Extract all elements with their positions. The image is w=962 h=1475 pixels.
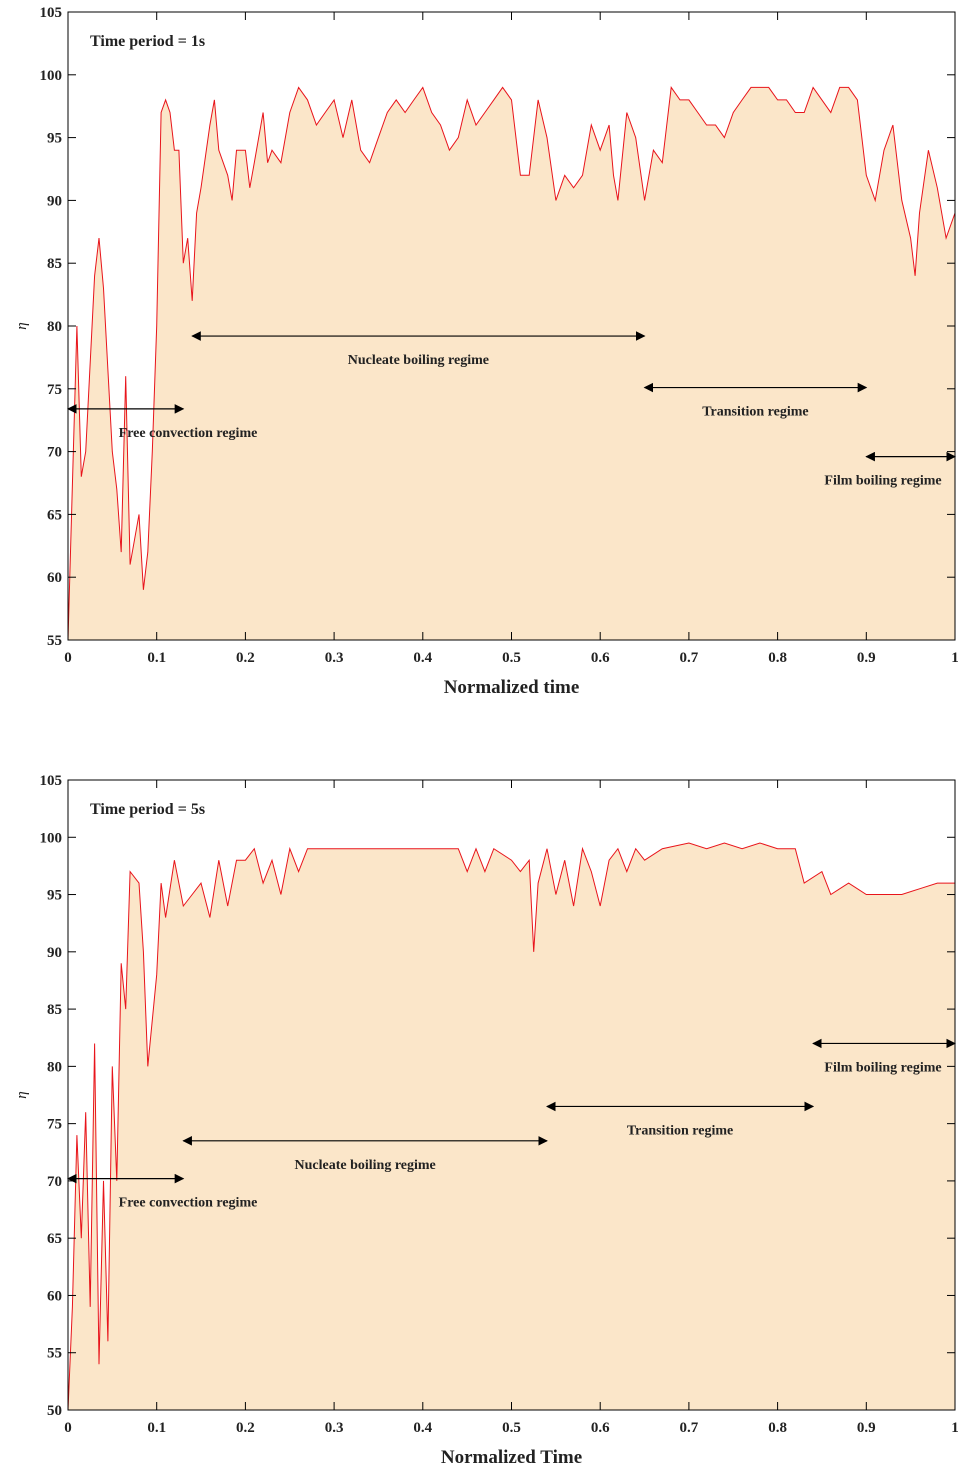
annotation-label: Film boiling regime [824,474,941,489]
y-tick-label: 105 [40,5,63,21]
y-axis-label: η [14,1091,30,1098]
area-fill [68,87,955,640]
y-tick-label: 80 [47,319,62,335]
y-tick-label: 50 [47,1403,62,1419]
y-axis-label: η [14,322,30,329]
x-tick-label: 0.6 [591,650,610,666]
y-tick-label: 75 [47,1117,62,1133]
y-tick-label: 90 [47,945,62,961]
panel-label: Time period = 5s [90,801,205,818]
y-tick-label: 100 [40,68,63,84]
x-tick-label: 0.9 [857,650,876,666]
y-tick-label: 70 [47,1174,62,1190]
x-tick-label: 0.1 [147,650,166,666]
x-tick-label: 1 [951,1420,959,1436]
y-tick-label: 100 [40,830,63,846]
y-tick-label: 60 [47,570,62,586]
x-tick-label: 0.7 [680,1420,699,1436]
x-tick-label: 0.4 [413,650,432,666]
x-axis-label: Normalized Time [441,1447,582,1468]
y-tick-label: 70 [47,445,62,461]
y-tick-label: 80 [47,1059,62,1075]
area-fill [68,843,955,1410]
x-tick-label: 0.3 [325,650,344,666]
y-tick-label: 95 [47,888,62,904]
y-tick-label: 55 [47,1346,62,1362]
line [67,842,955,1411]
x-tick-label: 0.7 [680,650,699,666]
y-tick-label: 85 [47,1002,62,1018]
x-tick-label: 1 [951,650,959,666]
annotation-label: Transition regime [702,405,808,420]
annotation-label: Free convection regime [119,426,258,441]
x-tick-label: 0 [64,1420,72,1436]
x-tick-label: 0.2 [236,650,255,666]
x-tick-label: 0.5 [502,650,521,666]
annotation-label: Nucleate boiling regime [348,353,489,368]
panel-label: Time period = 1s [90,33,205,50]
y-tick-label: 65 [47,1231,62,1247]
x-axis-label: Normalized time [444,677,580,698]
y-tick-label: 65 [47,507,62,523]
y-tick-label: 85 [47,256,62,272]
x-tick-label: 0.9 [857,1420,876,1436]
x-tick-label: 0.8 [768,1420,787,1436]
line [67,86,956,641]
x-tick-label: 0.4 [413,1420,432,1436]
y-tick-label: 105 [40,773,63,789]
x-tick-label: 0.6 [591,1420,610,1436]
annotation-label: Nucleate boiling regime [295,1158,436,1173]
x-tick-label: 0.5 [502,1420,521,1436]
x-tick-label: 0 [64,650,72,666]
y-tick-label: 95 [47,131,62,147]
y-tick-label: 75 [47,382,62,398]
annotation-label: Film boiling regime [824,1060,941,1075]
x-tick-label: 0.1 [147,1420,166,1436]
y-tick-label: 60 [47,1288,62,1304]
annotation-label: Free convection regime [119,1196,258,1211]
annotation-label: Transition regime [627,1123,733,1138]
y-tick-label: 90 [47,193,62,209]
x-tick-label: 0.3 [325,1420,344,1436]
x-tick-label: 0.8 [768,650,787,666]
y-tick-label: 55 [47,633,62,649]
x-tick-label: 0.2 [236,1420,255,1436]
